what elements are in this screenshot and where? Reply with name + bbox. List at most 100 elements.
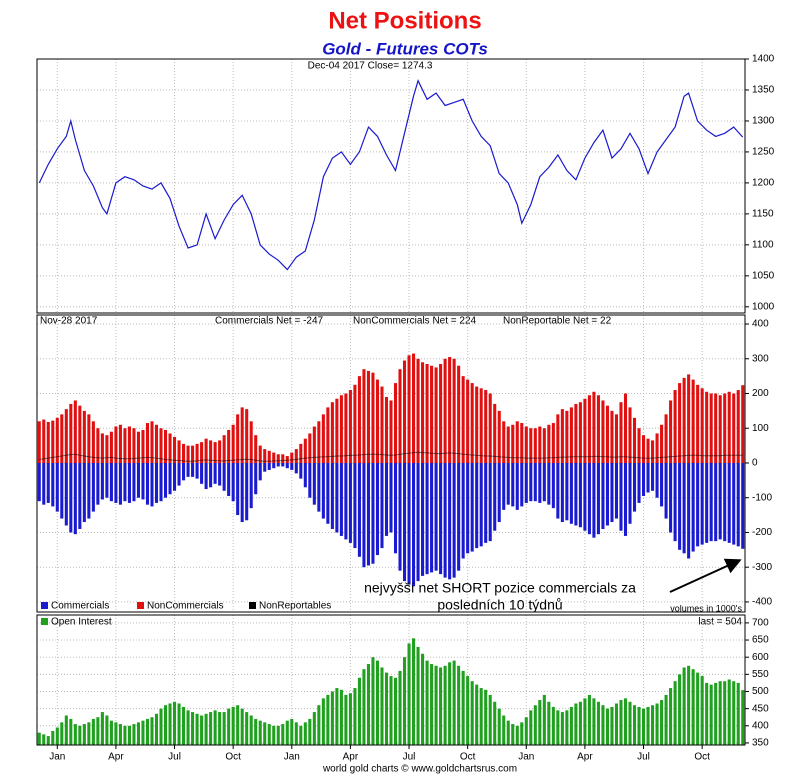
bar	[64, 462, 68, 526]
bar	[330, 691, 334, 745]
x-tick-label: Jan	[518, 752, 534, 763]
bar	[398, 670, 402, 745]
bar	[741, 462, 745, 549]
bar	[502, 421, 506, 463]
bar	[127, 725, 131, 745]
legend-label: NonReportables	[259, 601, 331, 612]
bar	[236, 462, 240, 516]
x-tick-label: Jul	[403, 752, 416, 763]
y-tick-label: 450	[752, 703, 769, 714]
bar	[357, 677, 361, 745]
bar	[497, 708, 501, 745]
y-tick-label: 400	[752, 720, 769, 731]
bar	[466, 676, 470, 745]
bar	[673, 681, 677, 745]
bar	[186, 462, 190, 477]
bar	[493, 701, 497, 745]
bar	[732, 462, 736, 545]
bar	[163, 429, 168, 463]
bar	[551, 706, 555, 745]
bar	[416, 358, 420, 463]
bar	[542, 694, 546, 745]
bar	[434, 665, 438, 745]
bar	[326, 462, 330, 524]
bar	[299, 462, 303, 479]
bar	[434, 462, 438, 571]
legend-label: NonCommercials	[147, 601, 224, 612]
bar	[177, 703, 181, 745]
bar	[741, 385, 745, 463]
bar	[285, 456, 289, 463]
legend-swatch	[41, 618, 48, 625]
bar	[168, 462, 172, 495]
bar	[141, 462, 145, 500]
bar	[213, 462, 217, 484]
bar	[46, 421, 50, 463]
bar	[123, 462, 127, 502]
y-tick-label: 500	[752, 686, 769, 697]
bar	[678, 674, 682, 745]
bar	[614, 414, 619, 463]
cot-annotation: Commercials Net = -247	[215, 316, 324, 327]
bar	[362, 462, 366, 568]
bar	[42, 419, 46, 463]
bar	[601, 462, 605, 529]
bar	[452, 660, 456, 745]
bar	[705, 391, 709, 463]
bar	[502, 462, 506, 510]
bar	[312, 462, 316, 505]
bar	[623, 393, 628, 463]
bar	[69, 718, 73, 745]
bar	[240, 462, 244, 523]
bar	[506, 462, 510, 505]
bar	[601, 400, 605, 463]
bar	[628, 701, 632, 745]
bar	[709, 462, 713, 542]
bar	[619, 700, 623, 745]
bar	[240, 407, 244, 463]
bar	[718, 681, 722, 745]
bar	[317, 421, 321, 463]
bar	[660, 462, 664, 507]
bar	[723, 681, 727, 745]
bar	[118, 462, 122, 505]
bar	[542, 428, 546, 463]
bar	[619, 462, 623, 531]
y-tick-label: -100	[752, 492, 772, 503]
bar	[272, 462, 276, 469]
bar	[204, 713, 208, 745]
bar	[294, 462, 298, 474]
bar	[299, 725, 303, 745]
bar	[303, 438, 307, 463]
bar	[218, 440, 222, 463]
bar	[69, 462, 73, 533]
bar	[213, 710, 217, 745]
y-tick-label: 200	[752, 388, 769, 399]
bar	[425, 363, 429, 463]
bar	[682, 377, 686, 463]
bar	[357, 376, 361, 463]
bar	[200, 442, 204, 463]
bar	[249, 715, 253, 745]
bar	[78, 462, 82, 529]
x-tick-label: Oct	[225, 752, 241, 763]
y-tick-label: 1150	[752, 209, 774, 220]
bar	[664, 462, 668, 519]
bar	[123, 428, 127, 463]
bar	[209, 712, 213, 745]
bar	[141, 720, 145, 745]
y-tick-label: 1300	[752, 116, 775, 127]
bar	[560, 712, 564, 745]
bar	[209, 440, 213, 463]
bar	[569, 462, 573, 524]
bar	[290, 718, 294, 745]
bar	[637, 706, 641, 745]
bar	[109, 462, 113, 502]
bar	[457, 365, 461, 463]
bar	[200, 462, 204, 484]
bar	[416, 646, 420, 745]
bar	[73, 400, 77, 463]
bar	[177, 440, 181, 463]
bar	[610, 462, 614, 523]
bar	[326, 407, 330, 463]
